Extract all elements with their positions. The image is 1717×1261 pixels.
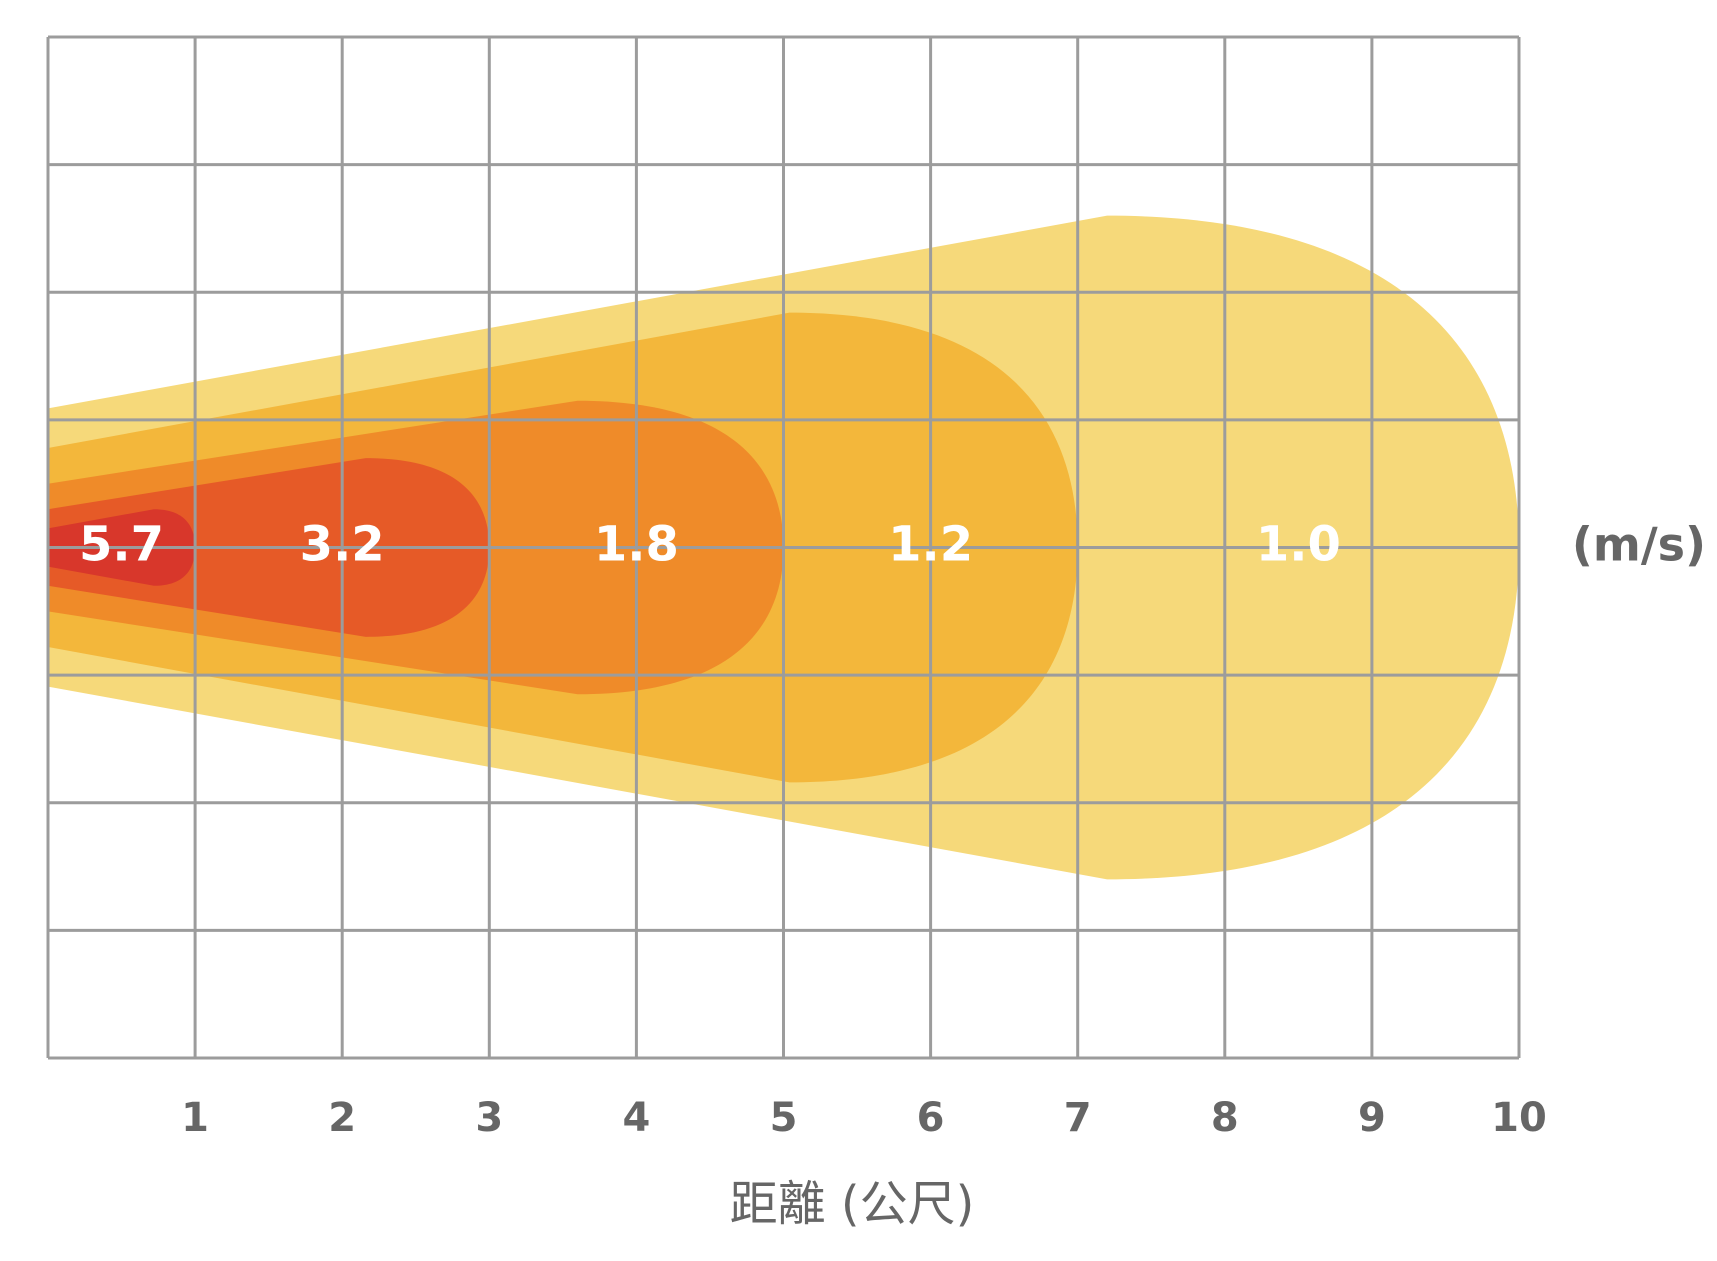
x-tick-label: 4: [622, 1095, 650, 1141]
x-tick-label: 8: [1211, 1095, 1239, 1141]
grid: [46, 35, 1521, 1060]
x-tick-label: 2: [328, 1095, 356, 1141]
x-tick-label: 7: [1064, 1095, 1092, 1141]
x-tick-label: 9: [1358, 1095, 1386, 1141]
zone-velocity-label: 1.2: [888, 517, 973, 573]
x-tick-label: 6: [917, 1095, 945, 1141]
x-axis-label: 距離 (公尺): [730, 1176, 975, 1232]
x-tick-label: 3: [475, 1095, 503, 1141]
zone-velocity-label: 5.7: [79, 517, 164, 573]
unit-label: (m/s): [1572, 518, 1706, 572]
zone-velocity-label: 1.0: [1256, 517, 1341, 573]
x-tick-label: 5: [770, 1095, 798, 1141]
zone-velocity-label: 3.2: [300, 517, 385, 573]
x-tick-label: 1: [181, 1095, 209, 1141]
x-tick-label: 10: [1491, 1095, 1547, 1141]
zone-velocity-label: 1.8: [594, 517, 679, 573]
labels: 1.0 1.2 1.8 3.2 5.7 1 2 3 4 5 6 7 8 9 10: [79, 517, 1547, 1142]
